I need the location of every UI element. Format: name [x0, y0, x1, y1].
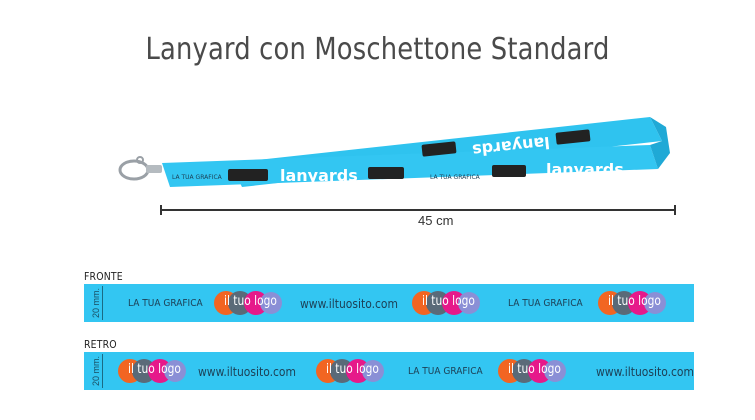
strap-text-grafica: LA TUA GRAFICA: [430, 174, 481, 181]
strip-text-grafica: LA TUA GRAFICA: [408, 365, 483, 377]
strap-panel: [555, 129, 591, 145]
width-label: 20 mm.: [91, 288, 101, 319]
strap-panel: [421, 141, 457, 157]
strap-text-lanyards: lanyards: [280, 166, 358, 185]
logo-placeholder: il tuo logo: [118, 359, 190, 383]
fronte-strip: 20 mm. LA TUA GRAFICA il tuo logo www.il…: [84, 284, 694, 322]
logo-text: il tuo logo: [608, 294, 661, 309]
lanyard-strap-front: [162, 145, 658, 187]
lanyard-illustration: LA TUA GRAFICA lanyards lanyards LA TUA …: [118, 117, 670, 187]
logo-text: il tuo logo: [128, 362, 181, 377]
logo-text: il tuo logo: [326, 362, 379, 377]
strip-text-grafica: LA TUA GRAFICA: [128, 297, 203, 309]
logo-placeholder: il tuo logo: [598, 291, 670, 315]
logo-text: il tuo logo: [422, 294, 475, 309]
retro-strip: 20 mm. il tuo logo www.iltuosito.com il …: [84, 352, 694, 390]
width-dimension: 20 mm.: [88, 352, 104, 390]
strip-text-url: www.iltuosito.com: [300, 295, 398, 311]
strap-text-lanyards: lanyards: [546, 160, 624, 179]
retro-label: RETRO: [84, 338, 117, 351]
width-dimension: 20 mm.: [88, 284, 104, 322]
lanyard-fold: [650, 117, 670, 169]
logo-placeholder: il tuo logo: [316, 359, 388, 383]
length-dimension-line: [160, 205, 676, 217]
strap-panel: [228, 169, 268, 181]
strip-text-grafica: LA TUA GRAFICA: [508, 297, 583, 309]
logo-placeholder: il tuo logo: [498, 359, 570, 383]
fronte-label: FRONTE: [84, 270, 123, 283]
logo-text: il tuo logo: [508, 362, 561, 377]
logo-text: il tuo logo: [224, 294, 277, 309]
strap-text-grafica: LA TUA GRAFICA: [172, 174, 223, 181]
strip-text-url: www.iltuosito.com: [596, 363, 694, 379]
logo-placeholder: il tuo logo: [214, 291, 286, 315]
page-title: Lanyard con Moschettone Standard: [145, 32, 610, 67]
length-label: 45 cm: [418, 213, 454, 228]
strap-panel: [492, 165, 526, 177]
strap-panel: [368, 167, 404, 179]
strip-text-url: www.iltuosito.com: [198, 363, 296, 379]
carabiner-hook-icon: [118, 156, 162, 181]
width-label: 20 mm.: [91, 356, 101, 387]
logo-placeholder: il tuo logo: [412, 291, 484, 315]
